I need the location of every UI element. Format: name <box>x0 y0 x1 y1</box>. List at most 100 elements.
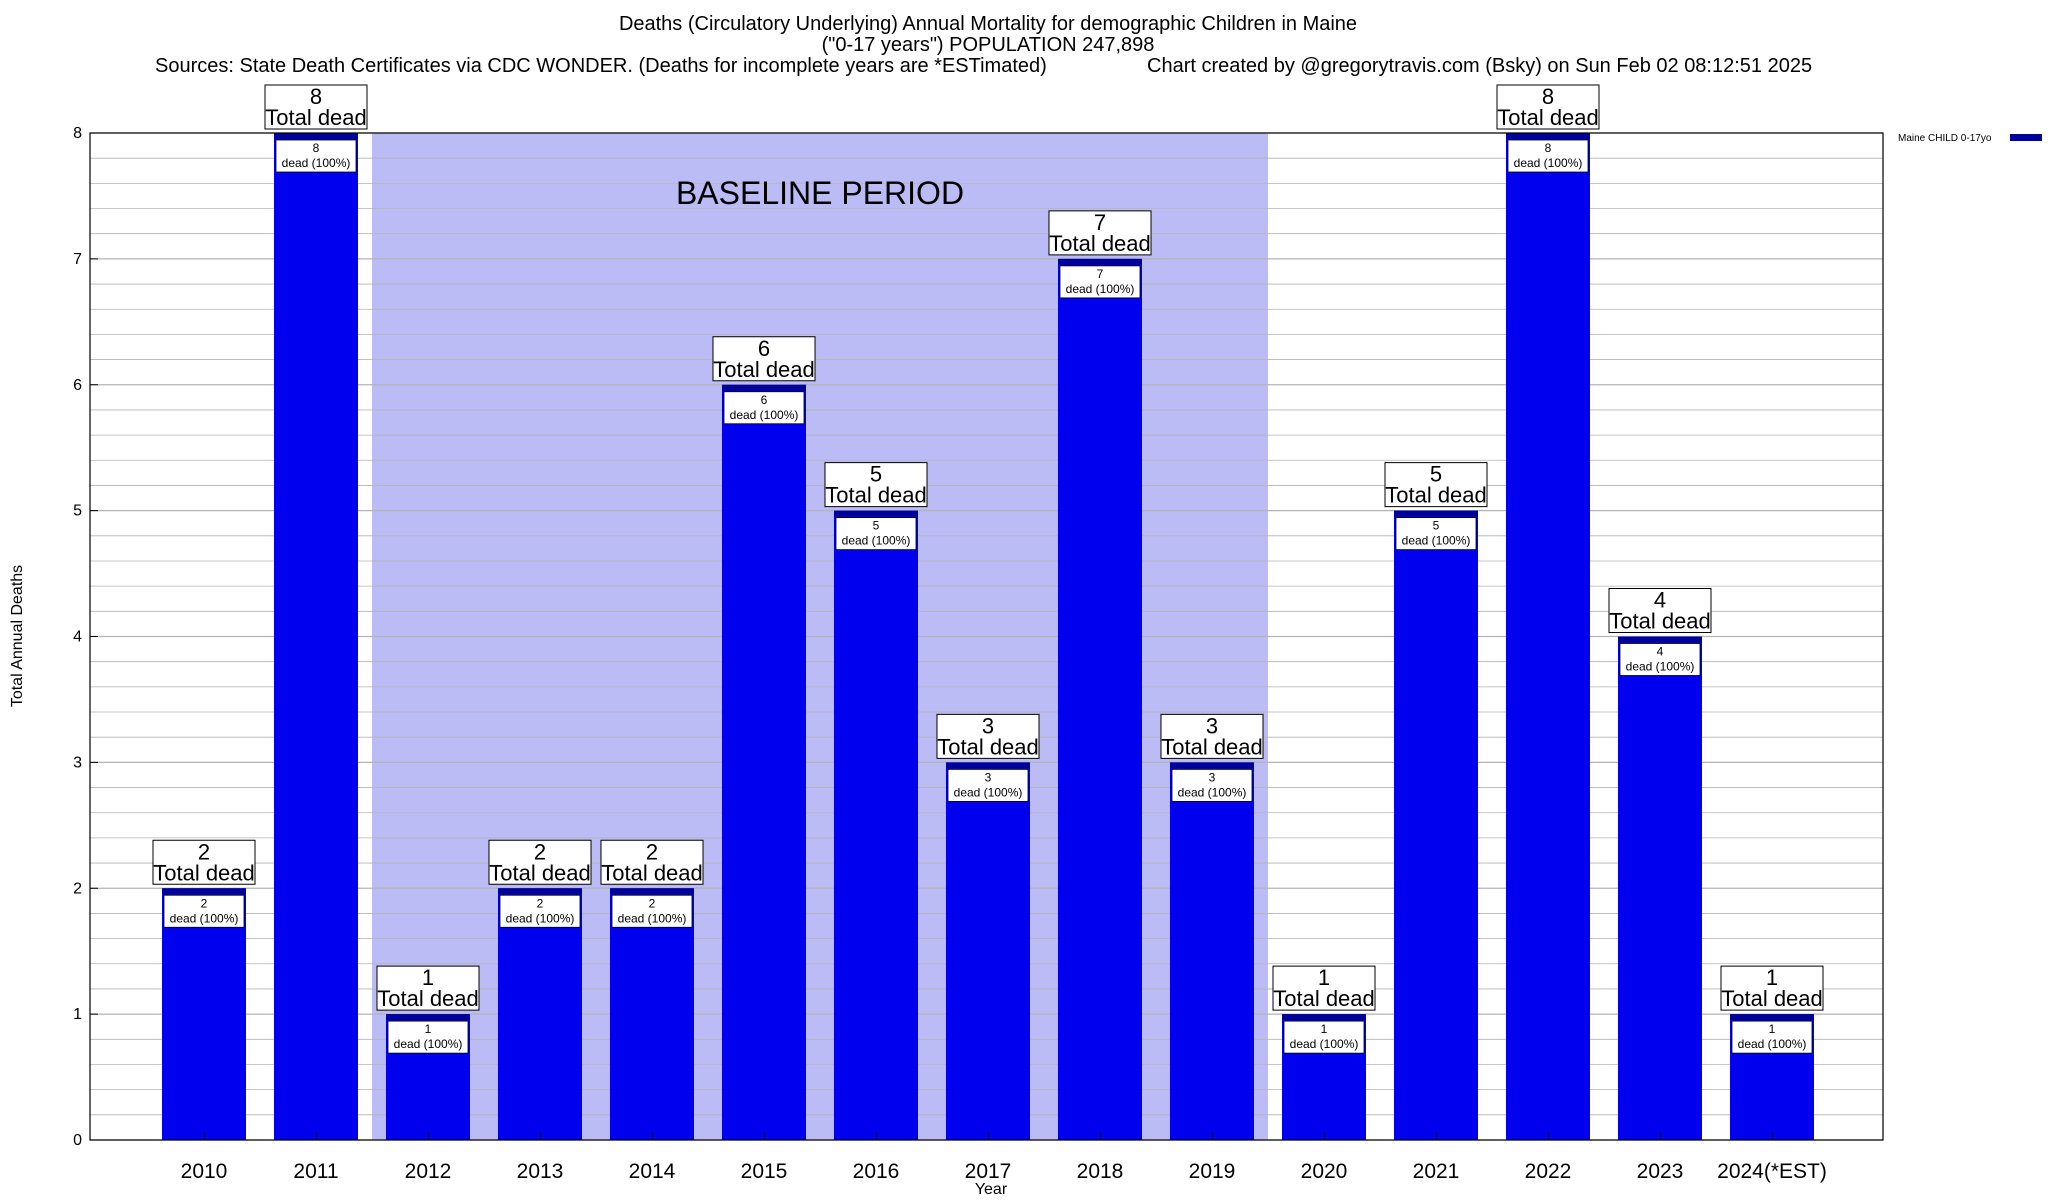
total-text-label: Total dead <box>601 860 703 885</box>
inner-box <box>723 391 805 425</box>
x-tick-label: 2012 <box>405 1160 452 1183</box>
bar <box>946 762 1030 1140</box>
total-text-label: Total dead <box>1049 231 1151 256</box>
total-box <box>488 839 592 885</box>
total-box <box>824 462 928 508</box>
total-text-label: Total dead <box>1609 609 1711 634</box>
y-tick-label: 0 <box>73 1132 82 1149</box>
legend-layer: Maine CHILD 0-17yo <box>1898 133 2042 144</box>
total-text-label: Total dead <box>825 483 927 508</box>
bar <box>498 888 582 1140</box>
inner-box <box>1619 643 1701 676</box>
bars-layer <box>162 133 1814 1140</box>
bar <box>1506 133 1590 1140</box>
total-text-label: Total dead <box>489 860 591 885</box>
y-axis-label: Total Annual Deaths <box>9 565 26 707</box>
bar-top-edge <box>498 888 582 895</box>
x-tick-label: 2024(*EST) <box>1717 1160 1827 1183</box>
bar <box>1170 762 1254 1140</box>
x-tick-label: 2010 <box>181 1160 228 1183</box>
x-tick-label: 2015 <box>741 1160 788 1183</box>
total-text-label: Total dead <box>713 357 815 382</box>
inner-text-label: dead (100%) <box>618 911 687 925</box>
y-tick-label: 2 <box>73 880 82 897</box>
total-text-label: Total dead <box>153 860 255 885</box>
y-tick-label: 3 <box>73 754 82 771</box>
total-box <box>600 839 704 885</box>
inner-box <box>163 894 245 928</box>
inner-box <box>275 139 357 173</box>
baseline-period-label: BASELINE PERIOD <box>676 175 964 211</box>
inner-text-label: dead (100%) <box>1738 1037 1807 1051</box>
total-value-label: 6 <box>758 336 770 361</box>
inner-value-label: 2 <box>201 896 208 910</box>
inner-box <box>387 1020 469 1054</box>
inner-value-label: 4 <box>1657 645 1664 659</box>
bar-top-edge <box>1282 1014 1366 1021</box>
inner-text-label: dead (100%) <box>506 911 575 925</box>
total-box <box>1384 462 1488 508</box>
total-value-label: 8 <box>310 84 322 109</box>
bar-top-edge <box>1506 133 1590 139</box>
total-value-label: 5 <box>870 462 882 487</box>
total-text-label: Total dead <box>1721 986 1823 1011</box>
total-box <box>1048 210 1152 256</box>
total-value-label: 2 <box>198 839 210 864</box>
inner-text-label: dead (100%) <box>1626 660 1695 674</box>
bar-top-edge <box>1058 258 1142 265</box>
total-box <box>264 84 368 130</box>
bar <box>1058 258 1142 1140</box>
total-text-label: Total dead <box>1497 105 1599 130</box>
inner-text-label: dead (100%) <box>1514 156 1583 170</box>
total-value-label: 5 <box>1430 462 1442 487</box>
total-box <box>936 713 1040 759</box>
inner-text-label: dead (100%) <box>1290 1037 1359 1051</box>
x-tick-label: 2023 <box>1637 1160 1684 1183</box>
total-text-label: Total dead <box>377 986 479 1011</box>
bar <box>1394 510 1478 1140</box>
total-text-label: Total dead <box>265 105 367 130</box>
inner-text-label: dead (100%) <box>1402 534 1471 548</box>
y-tick-label: 5 <box>73 503 82 520</box>
bar-top-edge <box>946 762 1030 769</box>
inner-text-label: dead (100%) <box>1178 785 1247 799</box>
chart-title: Deaths (Circulatory Underlying) Annual M… <box>618 13 1358 35</box>
total-value-label: 4 <box>1654 588 1666 613</box>
x-axis-label: Year <box>975 1181 1008 1198</box>
total-box <box>1720 965 1824 1011</box>
x-tick-label: 2021 <box>1413 1160 1460 1183</box>
chart-subtitle: ("0-17 years") POPULATION 247,898 <box>821 34 1155 56</box>
inner-value-label: 2 <box>537 896 544 910</box>
bar-top-edge <box>386 1014 470 1021</box>
inner-text-label: dead (100%) <box>170 911 239 925</box>
y-tick-label: 8 <box>73 125 82 142</box>
x-tick-label: 2013 <box>517 1160 564 1183</box>
total-value-label: 3 <box>1206 713 1218 738</box>
inner-value-label: 5 <box>1433 519 1440 533</box>
inner-text-label: dead (100%) <box>394 1037 463 1051</box>
legend-swatch <box>2010 134 2042 141</box>
x-tick-label: 2019 <box>1189 1160 1236 1183</box>
bar <box>162 888 246 1140</box>
inner-value-label: 6 <box>761 393 768 407</box>
inner-value-label: 5 <box>873 519 880 533</box>
bar-top-edge <box>162 888 246 895</box>
total-text-label: Total dead <box>1273 986 1375 1011</box>
y-tick-label: 4 <box>73 629 82 646</box>
bar-top-edge <box>1618 636 1702 643</box>
bar <box>722 384 806 1140</box>
total-value-label: 1 <box>1318 965 1330 990</box>
total-box <box>376 965 480 1011</box>
chart-sources: Sources: State Death Certificates via CD… <box>155 55 1047 77</box>
bar <box>1618 636 1702 1140</box>
bar <box>834 510 918 1140</box>
inner-box <box>499 894 581 928</box>
y-tick-label: 7 <box>73 251 82 268</box>
inner-value-label: 1 <box>425 1022 432 1036</box>
x-tick-label: 2016 <box>853 1160 900 1183</box>
chart-credit: Chart created by @gregorytravis.com (Bsk… <box>1147 55 1813 77</box>
total-value-label: 1 <box>422 965 434 990</box>
inner-box <box>611 894 693 928</box>
total-box <box>1272 965 1376 1011</box>
x-tick-label: 2020 <box>1301 1160 1348 1183</box>
